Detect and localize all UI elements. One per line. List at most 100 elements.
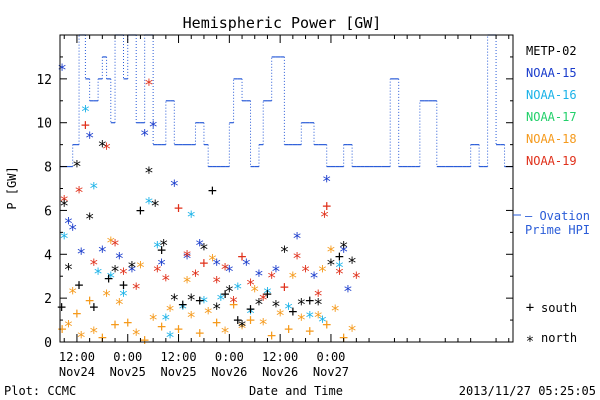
data-point-noaa-19: + bbox=[81, 116, 90, 134]
data-point-noaa-18: + bbox=[157, 318, 166, 336]
y-tick-label: 2 bbox=[44, 292, 52, 307]
data-point-noaa-15: * bbox=[241, 255, 251, 274]
data-point-noaa-19: * bbox=[131, 279, 141, 298]
data-point-noaa-16: * bbox=[263, 284, 273, 303]
data-point-noaa-18: + bbox=[305, 322, 314, 340]
legend-ovation: — Ovation bbox=[525, 209, 590, 223]
data-point-noaa-18: * bbox=[237, 319, 247, 338]
data-point-noaa-19: * bbox=[102, 139, 112, 158]
data-point-noaa-19: * bbox=[313, 286, 323, 305]
data-point-noaa-15: * bbox=[309, 268, 319, 287]
data-point-noaa-18: + bbox=[98, 329, 107, 347]
data-point-noaa-18: * bbox=[64, 316, 74, 335]
data-point-noaa-18: + bbox=[195, 324, 204, 342]
data-point-noaa-15: * bbox=[140, 126, 150, 145]
data-point-noaa-16: * bbox=[89, 178, 99, 197]
x-tick-time: 0:00 bbox=[215, 350, 244, 364]
data-point-metp-02: * bbox=[347, 253, 357, 272]
data-point-noaa-18: * bbox=[258, 314, 268, 333]
data-point-noaa-16: * bbox=[59, 229, 69, 248]
data-point-noaa-18: + bbox=[58, 320, 67, 338]
data-point-noaa-18: + bbox=[111, 315, 120, 333]
data-point-metp-02: * bbox=[150, 196, 160, 215]
data-point-noaa-16: * bbox=[318, 312, 328, 331]
data-point-noaa-18: + bbox=[140, 331, 149, 349]
data-point-metp-02: * bbox=[237, 316, 247, 335]
data-point-noaa-16: * bbox=[161, 310, 171, 329]
x-tick-date: Nov24 bbox=[59, 365, 95, 379]
legend-ovation: Prime HPI bbox=[525, 223, 590, 237]
data-point-noaa-16: * bbox=[335, 257, 345, 276]
x-tick-time: 0:00 bbox=[317, 350, 346, 364]
x-tick-time: 12:00 bbox=[160, 350, 196, 364]
data-point-noaa-18: * bbox=[330, 301, 340, 320]
data-point-noaa-15: * bbox=[212, 255, 222, 274]
data-point-noaa-18: * bbox=[106, 233, 116, 252]
data-point-noaa-16: * bbox=[284, 299, 294, 318]
data-point-metp-02: + bbox=[288, 302, 297, 320]
data-point-noaa-19: * bbox=[292, 248, 302, 267]
data-point-noaa-18: + bbox=[72, 304, 81, 322]
data-point-noaa-19: * bbox=[335, 264, 345, 283]
data-point-metp-02: * bbox=[64, 259, 74, 278]
legend-item-metp-02: METP-02 bbox=[526, 44, 577, 58]
data-point-noaa-18: * bbox=[313, 308, 323, 327]
x-tick-time: 0:00 bbox=[113, 350, 142, 364]
data-point-noaa-18: * bbox=[275, 305, 285, 324]
data-point-noaa-15: * bbox=[292, 229, 302, 248]
data-point-noaa-18: + bbox=[174, 320, 183, 338]
data-point-noaa-15: * bbox=[225, 262, 235, 281]
data-point-metp-02: * bbox=[110, 262, 120, 281]
data-point-metp-02: * bbox=[225, 281, 235, 300]
data-point-noaa-18: * bbox=[203, 303, 213, 322]
data-point-noaa-19: * bbox=[182, 246, 192, 265]
data-point-noaa-18: + bbox=[246, 311, 255, 329]
data-point-noaa-15: * bbox=[169, 176, 179, 195]
data-point-metp-02: + bbox=[335, 247, 344, 265]
data-point-metp-02: * bbox=[271, 297, 281, 316]
legend-item-noaa-18: NOAA-18 bbox=[526, 132, 577, 146]
data-point-noaa-19: * bbox=[144, 75, 154, 94]
data-point-noaa-19: * bbox=[119, 264, 129, 283]
data-point-metp-02: + bbox=[89, 298, 98, 316]
data-point-noaa-16: * bbox=[233, 279, 243, 298]
data-point-noaa-19: * bbox=[301, 262, 311, 281]
data-point-noaa-18: * bbox=[182, 273, 192, 292]
data-point-noaa-16: * bbox=[153, 238, 163, 257]
data-point-noaa-19: * bbox=[212, 273, 222, 292]
y-tick-label: 10 bbox=[36, 117, 52, 132]
data-point-metp-02: * bbox=[199, 240, 209, 259]
legend-item-noaa-19: NOAA-19 bbox=[526, 154, 577, 168]
plot-frame: 02468101212:00Nov240:00Nov2512:00Nov250:… bbox=[36, 34, 514, 379]
data-point-noaa-18: * bbox=[326, 242, 336, 261]
legend-item-noaa-16: NOAA-16 bbox=[526, 88, 577, 102]
data-point-noaa-18: * bbox=[131, 325, 141, 344]
data-point-noaa-18: * bbox=[165, 301, 175, 320]
data-point-noaa-19: * bbox=[74, 183, 84, 202]
data-point-noaa-15: * bbox=[98, 242, 108, 261]
marker-legend-symbol: * bbox=[526, 334, 534, 350]
data-point-noaa-16: * bbox=[178, 299, 188, 318]
data-point-noaa-18: * bbox=[68, 284, 78, 303]
data-point-metp-02: + bbox=[104, 269, 113, 287]
data-point-metp-02: + bbox=[75, 276, 84, 294]
data-point-noaa-15: * bbox=[343, 281, 353, 300]
data-point-metp-02: * bbox=[326, 255, 336, 274]
data-point-metp-02: + bbox=[195, 291, 204, 309]
data-point-noaa-16: * bbox=[81, 102, 91, 121]
data-point-noaa-15: * bbox=[127, 262, 137, 281]
data-point-noaa-19: + bbox=[238, 247, 247, 265]
data-point-noaa-15: * bbox=[271, 262, 281, 281]
data-point-noaa-19: * bbox=[161, 270, 171, 289]
data-point-metp-02: * bbox=[159, 235, 169, 254]
data-point-metp-02: * bbox=[59, 196, 69, 215]
data-point-metp-02: * bbox=[186, 290, 196, 309]
plot-credit: Plot: CCMC bbox=[4, 384, 76, 398]
y-axis-label: P [GW] bbox=[5, 166, 19, 209]
data-point-noaa-15: * bbox=[114, 248, 124, 267]
data-point-noaa-18: + bbox=[229, 296, 238, 314]
x-tick-date: Nov26 bbox=[211, 365, 247, 379]
x-axis-label: Date and Time bbox=[249, 384, 343, 398]
x-tick-date: Nov26 bbox=[262, 365, 298, 379]
